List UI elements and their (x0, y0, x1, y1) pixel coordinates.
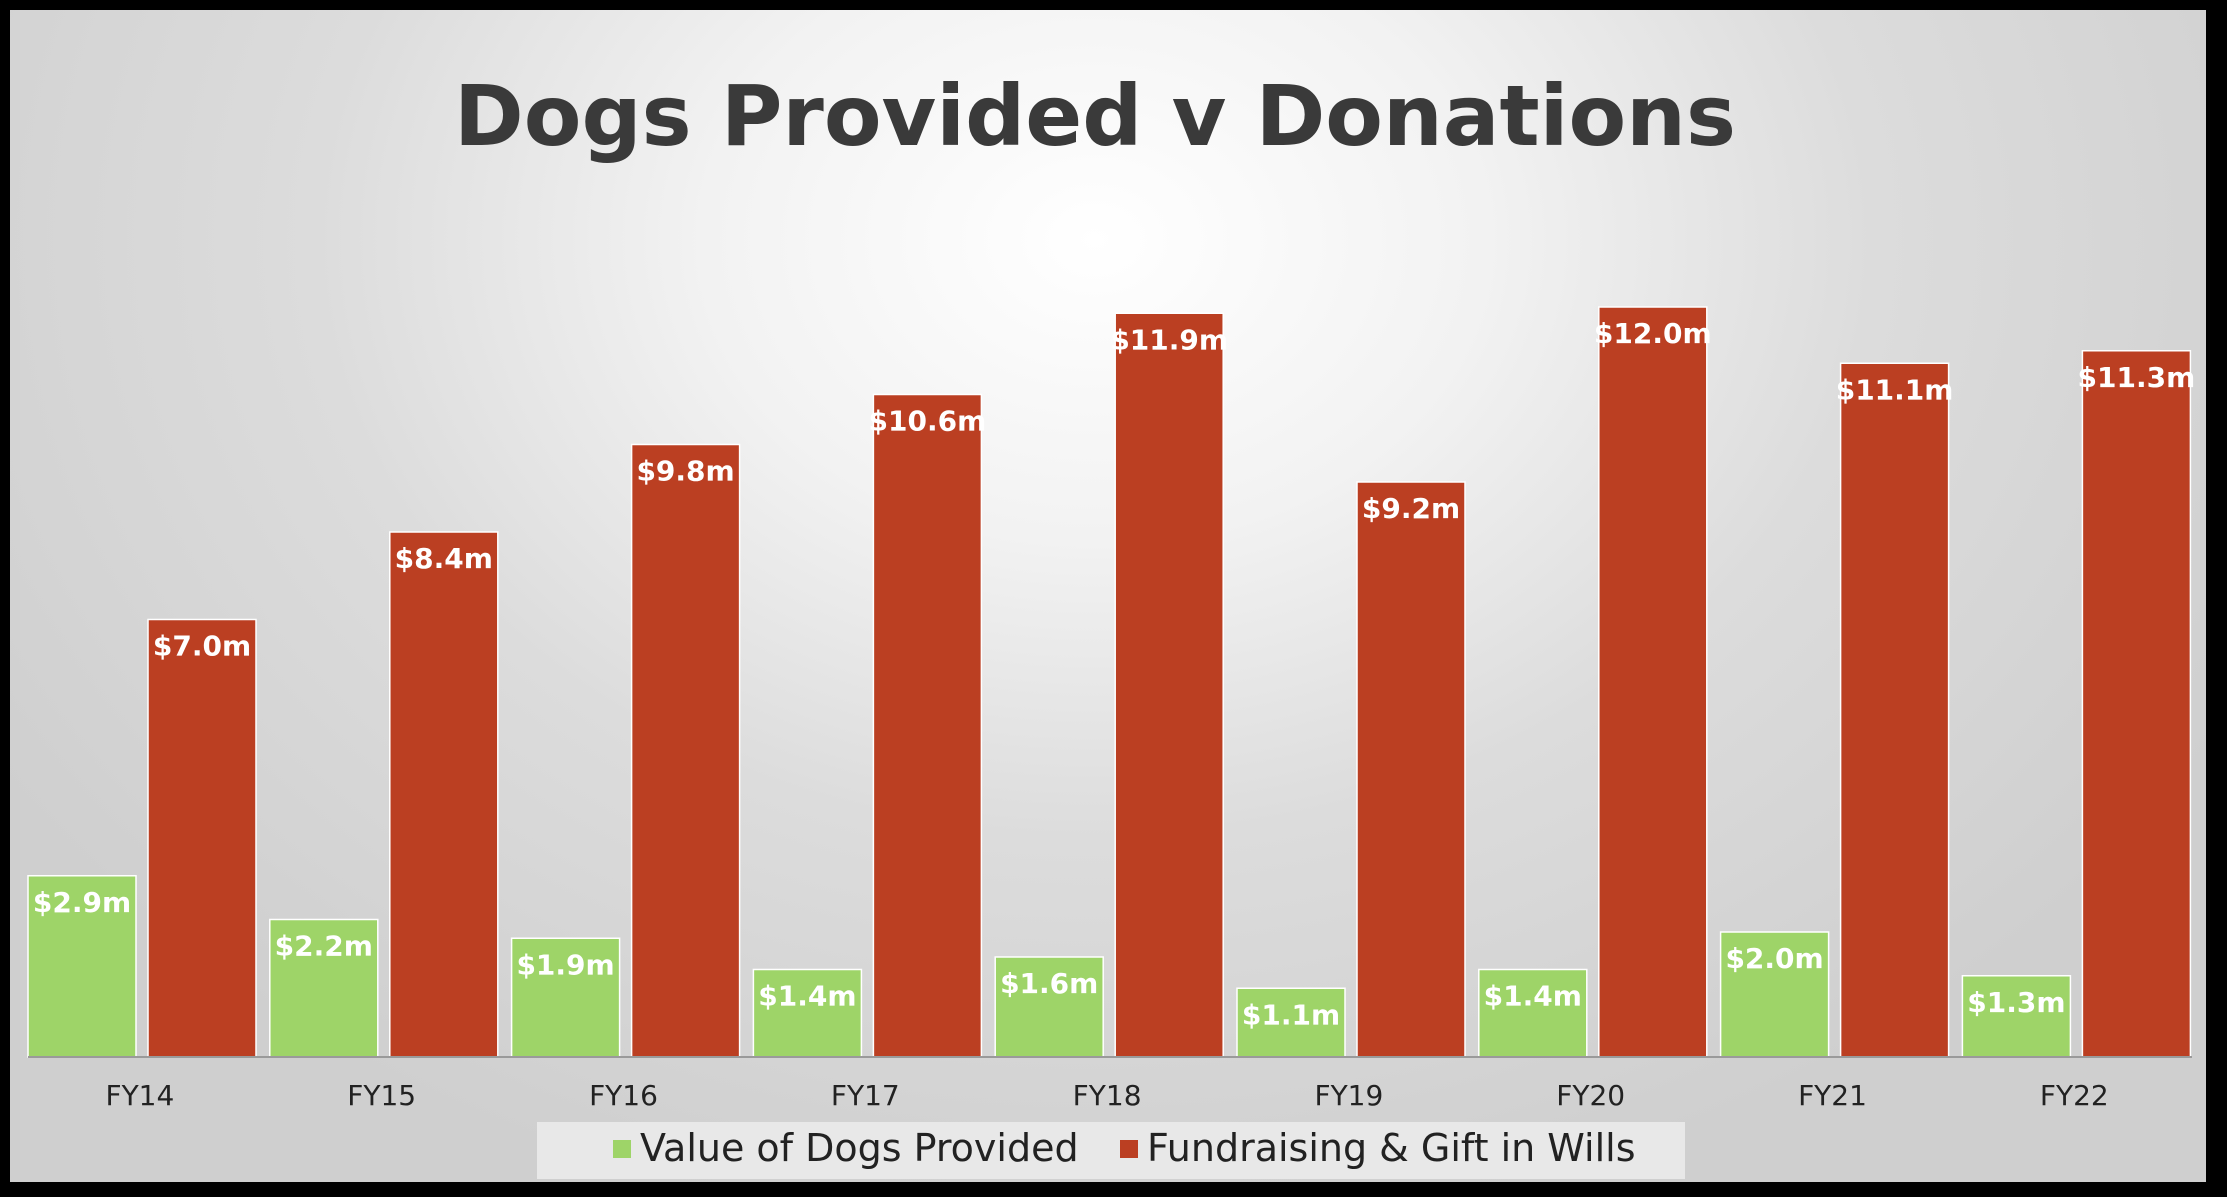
bar-dogs-provided-fy17 (752, 968, 863, 1058)
data-label-dogs-provided-fy22: $1.3m (1967, 986, 2065, 1019)
bar-fundraising-fy18 (1114, 312, 1224, 1058)
data-label-dogs-provided-fy19: $1.1m (1242, 998, 1340, 1031)
data-label-dogs-provided-fy16: $1.9m (516, 948, 614, 981)
legend-swatch-dogs-provided (613, 1140, 631, 1158)
data-label-fundraising-fy21: $11.1m (1836, 373, 1954, 406)
data-label-fundraising-fy15: $8.4m (395, 542, 493, 575)
category-label-fy22: FY22 (2040, 1079, 2109, 1112)
data-label-fundraising-fy20: $12.0m (1594, 317, 1712, 350)
category-label-fy19: FY19 (1314, 1079, 1383, 1112)
data-label-dogs-provided-fy17: $1.4m (758, 980, 856, 1013)
data-label-fundraising-fy16: $9.8m (636, 455, 734, 488)
chart-title: Dogs Provided v Donations (454, 67, 1736, 165)
bar-fundraising-fy19 (1356, 481, 1466, 1058)
data-label-fundraising-fy17: $10.6m (869, 405, 987, 438)
category-label-fy18: FY18 (1073, 1079, 1142, 1112)
category-labels: FY14 FY15 FY16 FY17 FY18 FY19 FY20 FY21 FY22 (105, 1079, 2108, 1112)
data-label-dogs-provided-fy20: $1.4m (1484, 980, 1582, 1013)
data-label-dogs-provided-fy14: $2.9m (33, 886, 131, 919)
legend-background (537, 1122, 1685, 1179)
bar-dogs-provided-fy14 (27, 875, 137, 1058)
chart: Dogs Provided v Donations $2.9m $7.0m $2.2… (27, 67, 2196, 1179)
bar-fundraising-fy14 (147, 618, 257, 1058)
bar-fundraising-fy17 (872, 393, 983, 1058)
category-label-fy16: FY16 (589, 1079, 658, 1112)
bar-fundraising-fy16 (630, 443, 741, 1058)
data-label-fundraising-fy22: $11.3m (2078, 361, 2196, 394)
data-label-fundraising-fy18: $11.9m (1110, 323, 1228, 356)
bar-fundraising-fy15 (389, 531, 499, 1058)
chart-frame: Dogs Provided v Donations $2.9m $7.0m $2.2… (10, 10, 2206, 1182)
data-label-dogs-provided-fy15: $2.2m (275, 930, 373, 963)
data-label-dogs-provided-fy18: $1.6m (1000, 967, 1098, 1000)
legend: Value of Dogs Provided Fundraising & Gif… (537, 1122, 1685, 1179)
bars-group: $2.9m $7.0m $2.2m $8.4m $1.9m $9.8m $1.4m $10.6… (27, 306, 2196, 1058)
data-label-fundraising-fy19: $9.2m (1362, 492, 1460, 525)
bar-dogs-provided-fy19 (1236, 987, 1346, 1058)
bar-fundraising-fy20 (1598, 306, 1708, 1058)
category-label-fy20: FY20 (1556, 1079, 1625, 1112)
bar-fundraising-fy22 (2081, 350, 2192, 1058)
legend-swatch-fundraising (1120, 1140, 1138, 1158)
bar-fundraising-fy21 (1839, 362, 1950, 1058)
bar-dogs-provided-fy15 (269, 918, 379, 1058)
category-label-fy21: FY21 (1798, 1079, 1867, 1112)
category-label-fy15: FY15 (347, 1079, 416, 1112)
category-label-fy14: FY14 (105, 1079, 174, 1112)
bar-dogs-provided-fy16 (510, 937, 621, 1058)
legend-label-fundraising: Fundraising & Gift in Wills (1147, 1126, 1636, 1170)
bar-dogs-provided-fy21 (1719, 931, 1830, 1058)
category-label-fy17: FY17 (831, 1079, 900, 1112)
legend-label-dogs-provided: Value of Dogs Provided (640, 1126, 1079, 1170)
data-label-dogs-provided-fy21: $2.0m (1725, 942, 1823, 975)
data-label-fundraising-fy14: $7.0m (153, 630, 251, 663)
